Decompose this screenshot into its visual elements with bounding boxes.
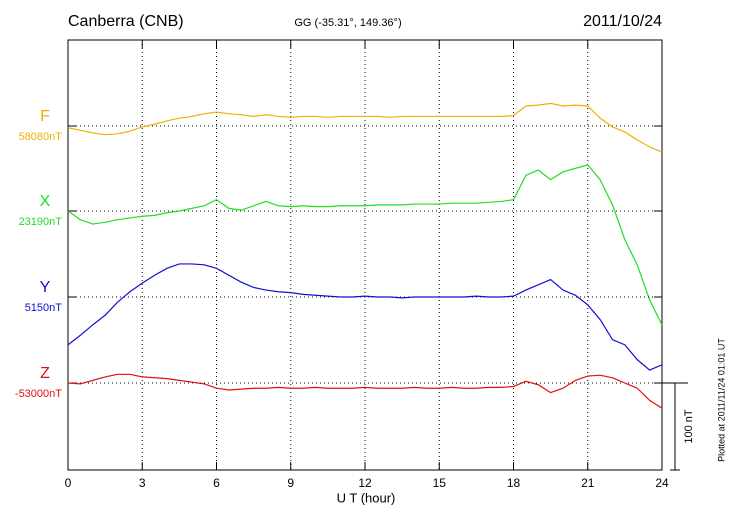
plot-note: Plotted at 2011/11/24 01:01 UT bbox=[716, 338, 726, 462]
series-name: Y bbox=[40, 279, 51, 296]
baseline-label: 23190nT bbox=[19, 216, 63, 228]
x-tick-label: 12 bbox=[358, 476, 372, 490]
series-name: F bbox=[40, 108, 50, 125]
x-tick-label: 0 bbox=[65, 476, 72, 490]
baseline-label: -53000nT bbox=[15, 388, 62, 400]
series-line bbox=[67, 164, 663, 326]
baseline-label: 5150nT bbox=[25, 302, 63, 314]
x-tick-label: 6 bbox=[213, 476, 220, 490]
series-line bbox=[67, 102, 663, 153]
series-name: Z bbox=[40, 365, 50, 382]
chart-date: 2011/10/24 bbox=[583, 13, 662, 30]
x-tick-label: 21 bbox=[581, 476, 595, 490]
x-tick-label: 3 bbox=[139, 476, 146, 490]
x-tick-label: 18 bbox=[507, 476, 521, 490]
x-axis-label: U T (hour) bbox=[337, 490, 396, 505]
chart-title: Canberra (CNB) bbox=[68, 13, 184, 30]
chart-subtitle: GG (-35.31°, 149.36°) bbox=[294, 17, 401, 29]
series-line bbox=[67, 263, 663, 371]
x-tick-label: 9 bbox=[287, 476, 294, 490]
scale-label: 100 nT bbox=[683, 409, 695, 444]
series-line bbox=[67, 373, 663, 409]
baseline-label: 58080nT bbox=[19, 131, 63, 143]
x-tick-label: 24 bbox=[655, 476, 669, 490]
x-tick-label: 15 bbox=[433, 476, 447, 490]
series-name: X bbox=[40, 193, 51, 210]
